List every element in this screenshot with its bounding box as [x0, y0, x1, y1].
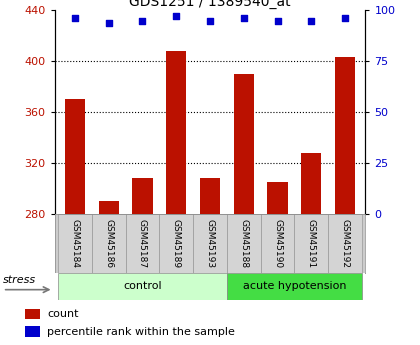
Bar [301, 153, 321, 214]
Bar [99, 201, 119, 214]
Bar [227, 273, 362, 300]
Point [342, 16, 349, 21]
Text: control: control [123, 282, 162, 291]
Bar [261, 214, 294, 273]
Text: GSM45187: GSM45187 [138, 219, 147, 268]
Text: GSM45190: GSM45190 [273, 219, 282, 268]
Point [173, 14, 180, 19]
Text: percentile rank within the sample: percentile rank within the sample [47, 327, 235, 337]
Bar [294, 214, 328, 273]
Point [71, 16, 78, 21]
Text: GSM45189: GSM45189 [172, 219, 181, 268]
Text: GSM45184: GSM45184 [71, 219, 79, 268]
Bar [335, 57, 355, 214]
Bar [159, 214, 193, 273]
Bar [25, 326, 40, 337]
Bar [227, 214, 261, 273]
Bar [166, 51, 186, 214]
Point [139, 18, 146, 23]
Bar [328, 214, 362, 273]
Point [207, 18, 213, 23]
Bar [234, 74, 254, 214]
Bar [58, 214, 92, 273]
Bar [65, 99, 85, 214]
Text: GSM45193: GSM45193 [205, 219, 215, 268]
Point [105, 20, 112, 25]
Text: acute hypotension: acute hypotension [243, 282, 346, 291]
Point [240, 16, 247, 21]
Point [308, 18, 315, 23]
Bar [193, 214, 227, 273]
Text: count: count [47, 309, 79, 319]
Text: GSM45191: GSM45191 [307, 219, 316, 268]
Bar [268, 182, 288, 214]
Bar [126, 214, 159, 273]
Bar [200, 178, 220, 214]
Text: GSM45192: GSM45192 [341, 219, 349, 268]
Text: GSM45186: GSM45186 [104, 219, 113, 268]
Bar [25, 309, 40, 319]
Bar [92, 214, 126, 273]
Text: stress: stress [3, 275, 36, 285]
Point [274, 18, 281, 23]
Bar [58, 273, 227, 300]
Bar [132, 178, 152, 214]
Title: GDS1251 / 1389540_at: GDS1251 / 1389540_at [129, 0, 291, 9]
Text: GSM45188: GSM45188 [239, 219, 248, 268]
